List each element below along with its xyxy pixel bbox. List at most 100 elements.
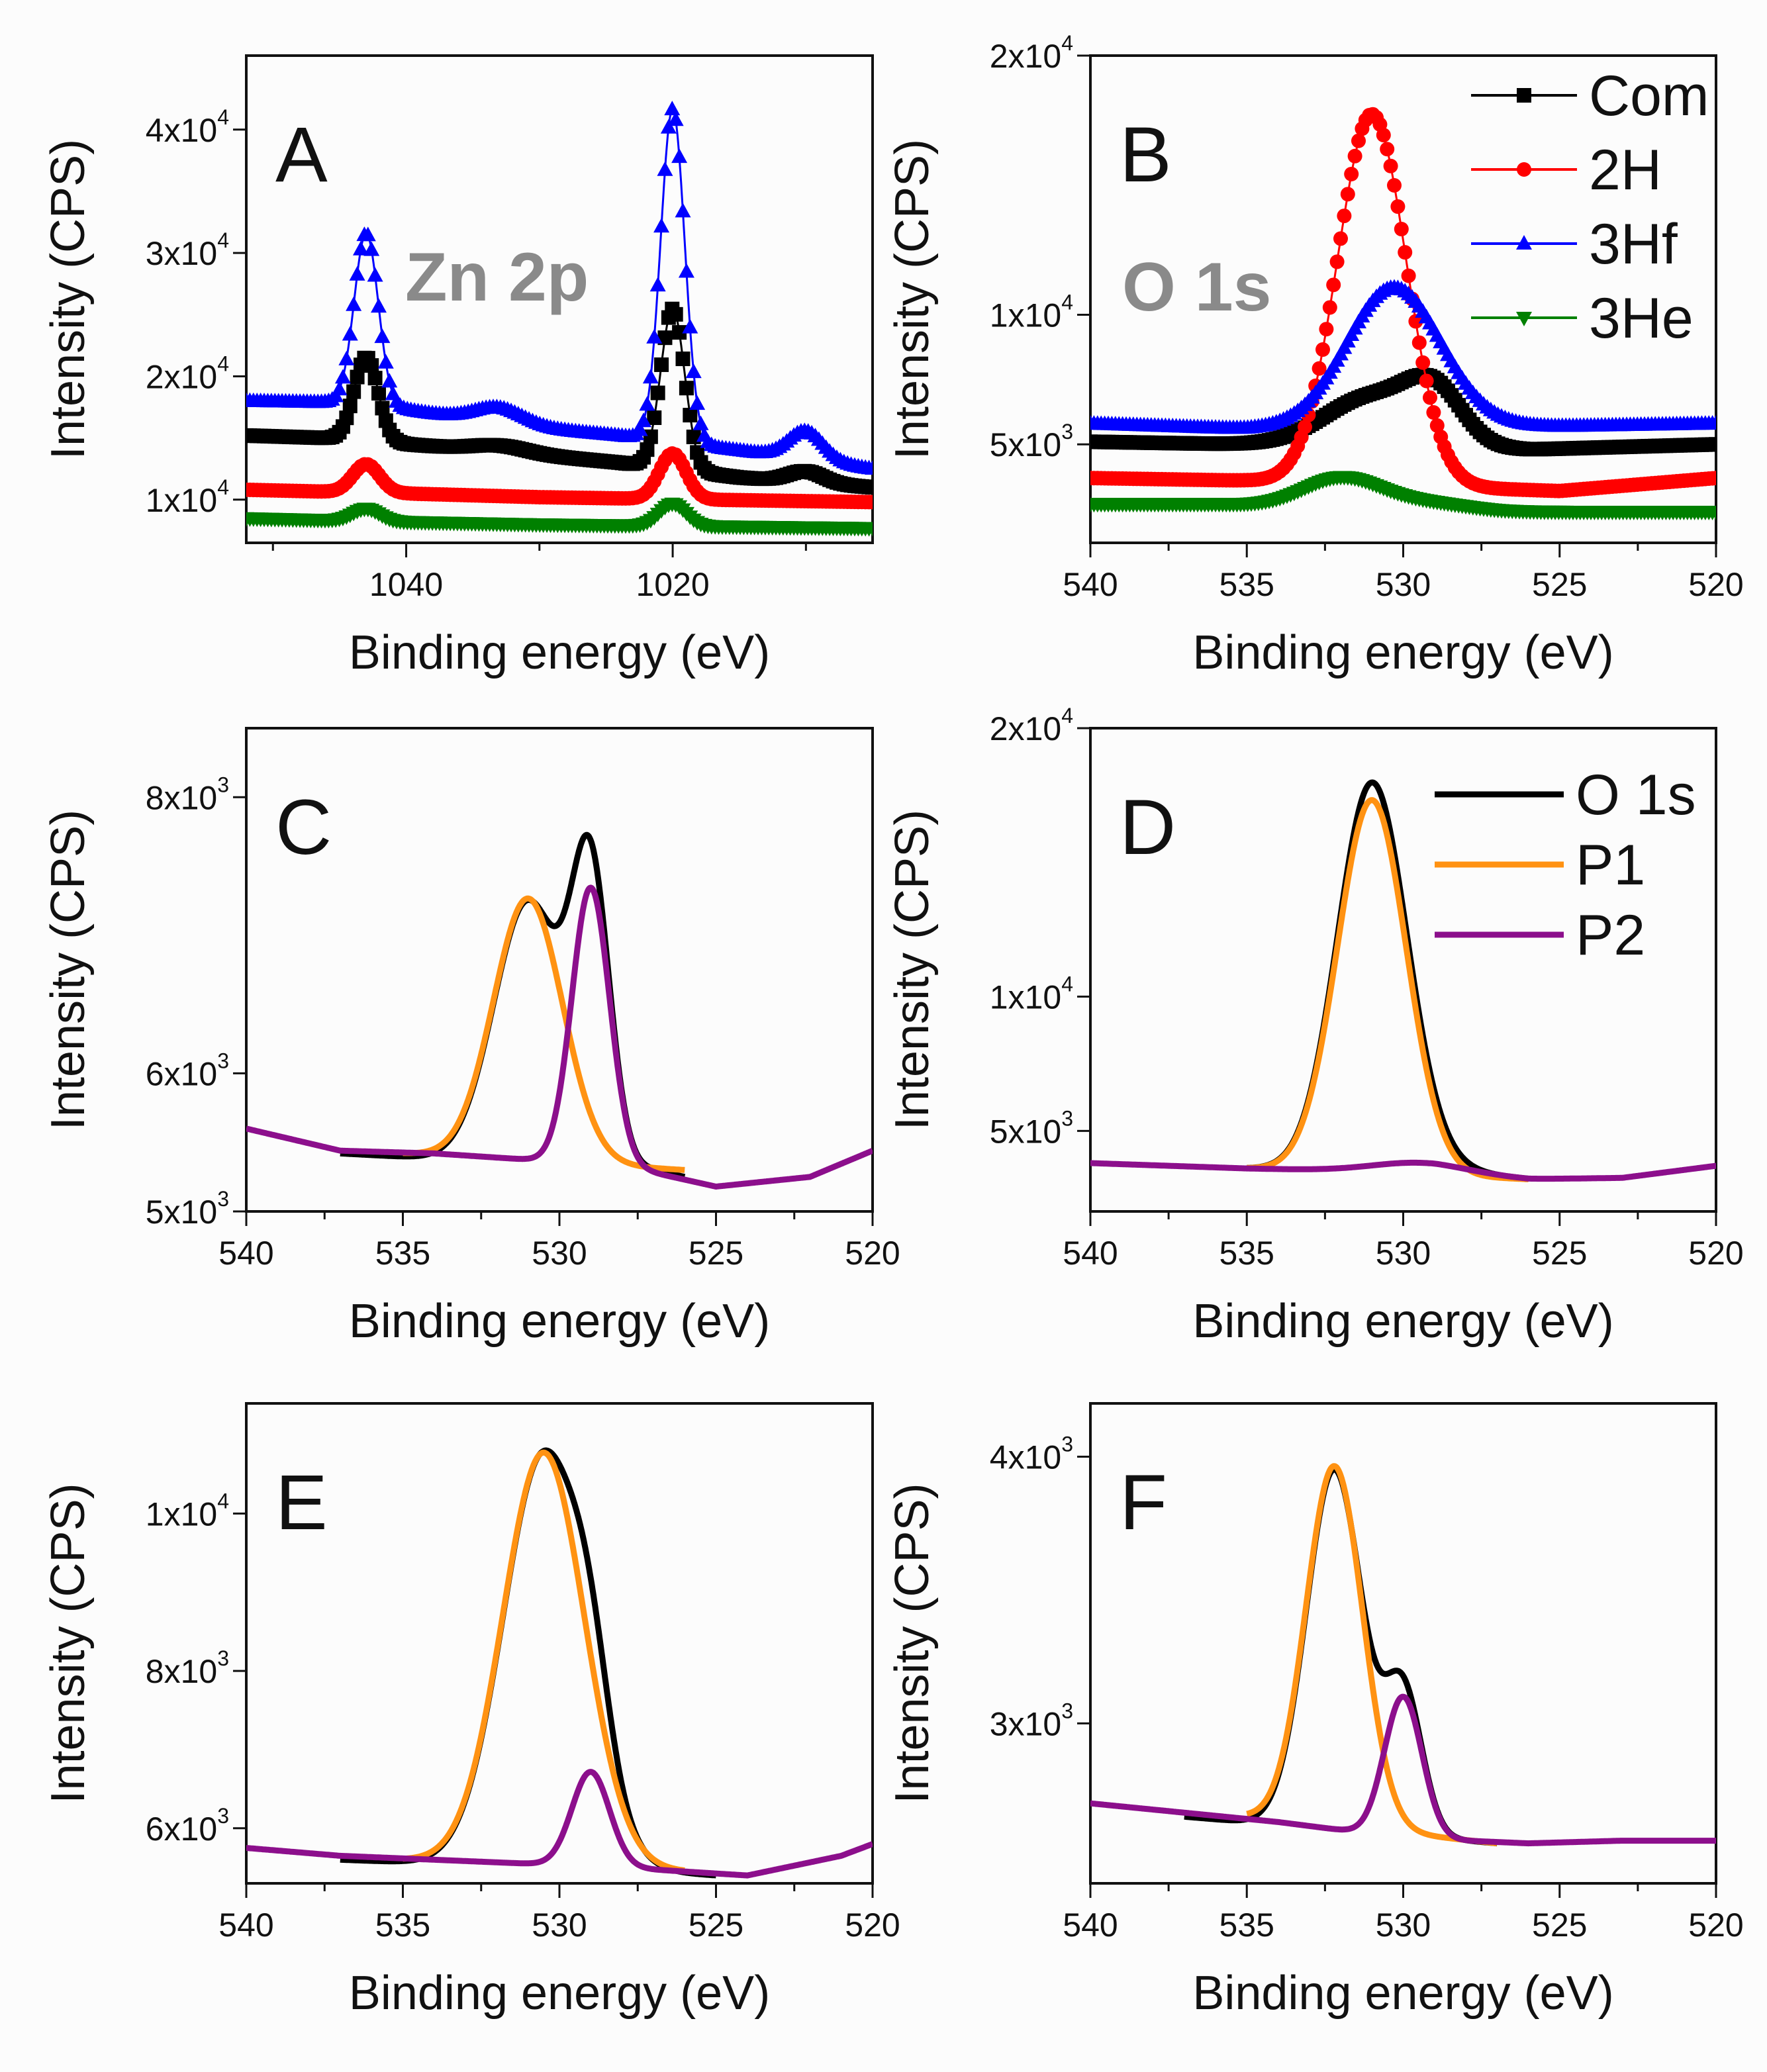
data-point — [1326, 277, 1341, 293]
series-3he — [1090, 471, 1716, 521]
y-tick-label: 6x103 — [146, 1049, 229, 1092]
tick-exponent: 4 — [217, 105, 229, 129]
data-point — [1329, 254, 1345, 269]
legend-entry: P1 — [1435, 833, 1645, 897]
y-axis-title: Intensity (CPS) — [886, 810, 939, 1130]
data-point — [331, 381, 348, 396]
x-tick-label: 530 — [532, 1235, 587, 1272]
plot-area — [246, 831, 873, 1190]
panel-label: A — [275, 111, 328, 199]
panel-label: D — [1120, 784, 1176, 871]
data-point — [338, 350, 355, 365]
data-point — [1298, 420, 1312, 435]
x-axis-title: Binding energy (eV) — [1192, 1967, 1613, 2020]
data-point — [646, 328, 663, 344]
legend-label: P2 — [1576, 904, 1645, 967]
x-tick-label: 535 — [1219, 1907, 1274, 1944]
tick-exponent: 3 — [1061, 420, 1073, 444]
data-point — [1390, 199, 1406, 214]
tick-mantissa: 6x10 — [146, 1811, 217, 1848]
tick-exponent: 3 — [217, 1049, 229, 1072]
peak-annotation: O 1s — [1122, 249, 1271, 326]
data-point — [377, 353, 394, 369]
data-point — [1423, 390, 1437, 405]
data-point — [1398, 245, 1413, 260]
x-tick-label: 535 — [375, 1907, 430, 1944]
tick-mantissa: 5x10 — [146, 1194, 217, 1231]
x-tick-label: 525 — [1532, 1235, 1587, 1272]
tick-mantissa: 2x10 — [146, 358, 217, 395]
tick-exponent: 3 — [217, 1187, 229, 1211]
data-point — [643, 429, 658, 444]
data-point — [1344, 166, 1359, 181]
x-axis-title: Binding energy (eV) — [349, 1295, 770, 1348]
series-p1 — [401, 1449, 687, 1874]
tick-mantissa: 2x10 — [990, 38, 1061, 75]
tick-mantissa: 3x10 — [146, 235, 217, 272]
series-line — [401, 895, 687, 1173]
series-line — [1090, 1693, 1716, 1847]
data-point — [649, 277, 666, 292]
y-axis-title: Intensity (CPS) — [42, 1483, 95, 1803]
x-axis-title: Binding energy (eV) — [1192, 1295, 1613, 1348]
data-point — [1516, 312, 1532, 326]
y-tick-label: 5x103 — [146, 1187, 229, 1231]
series-2h — [246, 446, 873, 510]
data-point — [371, 298, 387, 313]
data-point — [672, 325, 687, 340]
y-tick-label: 2x104 — [990, 704, 1073, 747]
tick-exponent: 3 — [1061, 1699, 1073, 1722]
data-point — [675, 352, 691, 367]
data-point — [653, 218, 670, 233]
x-tick-label: 520 — [1688, 566, 1743, 603]
data-point — [339, 410, 354, 426]
series-p1 — [401, 895, 687, 1173]
x-tick-label: 1040 — [369, 566, 443, 603]
x-tick-label: 1020 — [636, 566, 709, 603]
data-point — [1394, 222, 1409, 237]
series-o-1s — [338, 831, 687, 1180]
tick-exponent: 3 — [217, 1646, 229, 1670]
data-point — [1401, 268, 1416, 283]
data-point — [1351, 133, 1366, 148]
series-com — [1090, 367, 1716, 457]
x-tick-label: 520 — [845, 1907, 900, 1944]
tick-mantissa: 4x10 — [990, 1439, 1061, 1476]
y-tick-label: 1x104 — [990, 972, 1073, 1016]
data-point — [640, 442, 655, 457]
tick-exponent: 4 — [217, 352, 229, 375]
tick-exponent: 4 — [1061, 704, 1073, 728]
y-tick-label: 6x103 — [146, 1804, 229, 1848]
data-point — [342, 399, 358, 414]
data-point — [1709, 471, 1716, 486]
data-point — [683, 408, 698, 423]
y-tick-label: 3x104 — [146, 228, 229, 272]
series-line — [338, 831, 687, 1180]
data-point — [367, 267, 383, 282]
legend-label: 3He — [1589, 287, 1694, 350]
tick-exponent: 4 — [1061, 290, 1073, 314]
series-p2 — [1090, 1693, 1716, 1847]
x-tick-label: 540 — [218, 1235, 273, 1272]
data-point — [1415, 355, 1431, 370]
data-point — [675, 203, 691, 218]
tick-mantissa: 1x10 — [146, 1495, 217, 1532]
tick-mantissa: 1x10 — [990, 979, 1061, 1016]
data-point — [657, 161, 673, 176]
tick-exponent: 3 — [1061, 1106, 1073, 1130]
data-point — [363, 241, 380, 256]
data-point — [671, 148, 688, 164]
y-tick-label: 8x103 — [146, 1646, 229, 1690]
data-point — [1376, 128, 1391, 143]
tick-mantissa: 5x10 — [990, 426, 1061, 463]
data-point — [375, 400, 390, 416]
peak-annotation: Zn 2p — [405, 239, 589, 316]
legend-entry: 3Hf — [1471, 212, 1678, 276]
tick-exponent: 3 — [217, 1804, 229, 1828]
x-tick-label: 525 — [1532, 566, 1587, 603]
y-tick-label: 4x103 — [990, 1433, 1073, 1476]
x-tick-label: 530 — [1376, 566, 1431, 603]
